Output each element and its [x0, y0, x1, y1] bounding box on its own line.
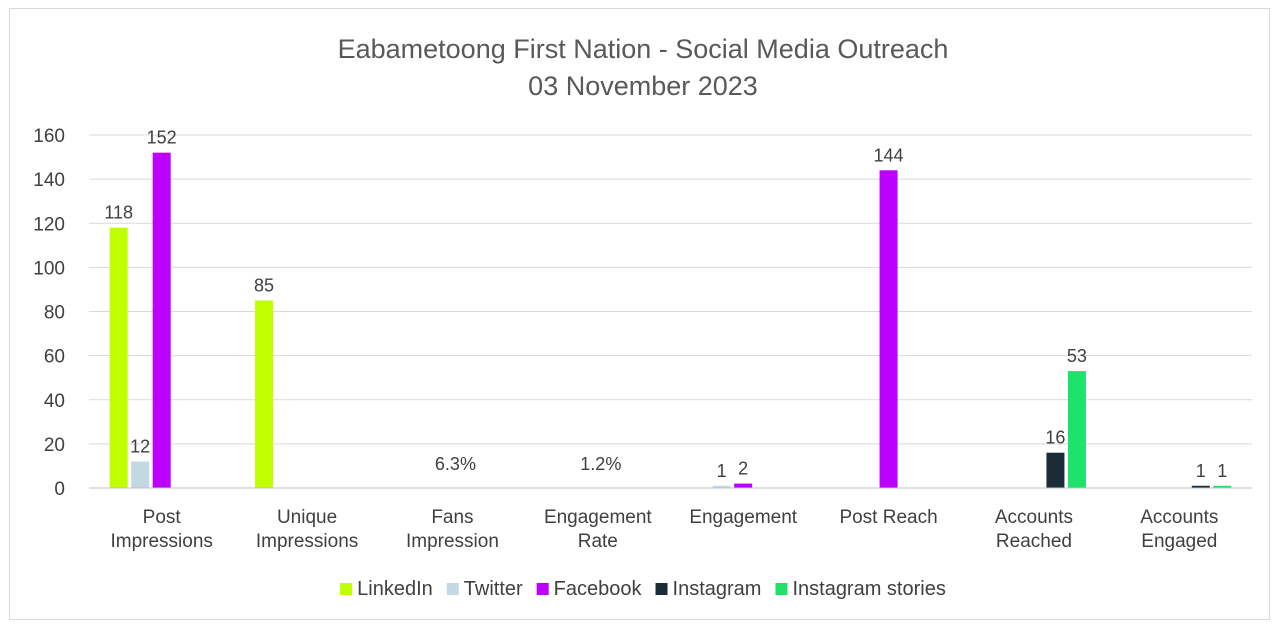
gridlines — [89, 134, 1252, 489]
y-tick-label: 100 — [33, 258, 65, 279]
category-label: Unique Impressions — [256, 507, 358, 552]
bar-instagram-stories — [1213, 485, 1232, 488]
legend: LinkedIn Twitter Facebook Instagram Instagra… — [340, 578, 946, 600]
category-label: Engagement — [689, 507, 797, 528]
data-label: 144 — [874, 145, 904, 165]
category-label: Accounts Engaged — [1140, 507, 1218, 552]
y-tick-label: 60 — [44, 347, 65, 368]
x-axis: Post Impressions Unique Impressions Fans Impr… — [89, 487, 1252, 552]
bar-linkedin — [109, 227, 128, 488]
legend-swatch — [340, 583, 353, 595]
y-tick-label: 40 — [44, 391, 65, 412]
data-label: 53 — [1067, 346, 1087, 366]
bar-facebook — [879, 170, 898, 489]
data-label: 2 — [738, 459, 748, 479]
y-tick-label: 20 — [44, 435, 65, 456]
bar-twitter — [131, 461, 150, 488]
legend-swatch — [775, 583, 788, 595]
y-tick-label: 80 — [44, 303, 65, 324]
category-label: Accounts Reached — [995, 507, 1073, 552]
data-label: 1.2% — [580, 454, 621, 474]
bar-instagram — [1191, 485, 1210, 488]
y-axis: 0 20 40 60 80 100 120 140 160 — [33, 126, 65, 500]
legend-swatch — [655, 583, 668, 595]
chart-frame: Eabametoong First Nation - Social Media … — [9, 8, 1270, 620]
y-tick-label: 0 — [54, 479, 65, 500]
category-label: Post Reach — [839, 507, 937, 528]
chart-title: Eabametoong First Nation - Social Media … — [338, 34, 949, 64]
legend-label: Twitter — [464, 578, 523, 600]
data-label: 12 — [130, 437, 150, 457]
data-label: 1 — [1196, 461, 1206, 481]
data-label: 16 — [1045, 428, 1065, 448]
category-label: Fans Impression — [406, 507, 499, 552]
legend-label: Instagram — [673, 578, 762, 600]
category-label: Post Impressions — [110, 507, 212, 552]
legend-swatch — [536, 583, 549, 595]
data-label: 85 — [254, 275, 274, 295]
data-label: 1 — [1217, 461, 1227, 481]
bar-instagram — [1046, 452, 1065, 488]
y-tick-label: 120 — [33, 214, 65, 235]
bar-instagram-stories — [1067, 371, 1086, 488]
bar-linkedin — [255, 300, 274, 488]
chart-subtitle: 03 November 2023 — [528, 71, 758, 101]
y-tick-label: 160 — [33, 126, 65, 147]
data-label: 152 — [147, 128, 177, 148]
legend-label: Facebook — [554, 578, 643, 600]
y-tick-label: 140 — [33, 170, 65, 191]
category-label: Engagement Rate — [544, 507, 652, 552]
bars — [109, 152, 1232, 489]
data-label: 118 — [104, 203, 133, 223]
legend-swatch — [446, 583, 459, 595]
bar-twitter — [712, 485, 731, 488]
data-label: 1 — [717, 461, 727, 481]
data-label: 6.3% — [435, 454, 476, 474]
bar-facebook — [734, 483, 753, 488]
bar-facebook — [152, 152, 171, 488]
bar-chart: Eabametoong First Nation - Social Media … — [33, 34, 1252, 600]
legend-label: LinkedIn — [357, 578, 433, 600]
data-labels: 118 85 12 1 152 2 144 16 1 53 1 6.3% 1.2% — [104, 128, 1227, 481]
legend-label: Instagram stories — [792, 578, 945, 600]
